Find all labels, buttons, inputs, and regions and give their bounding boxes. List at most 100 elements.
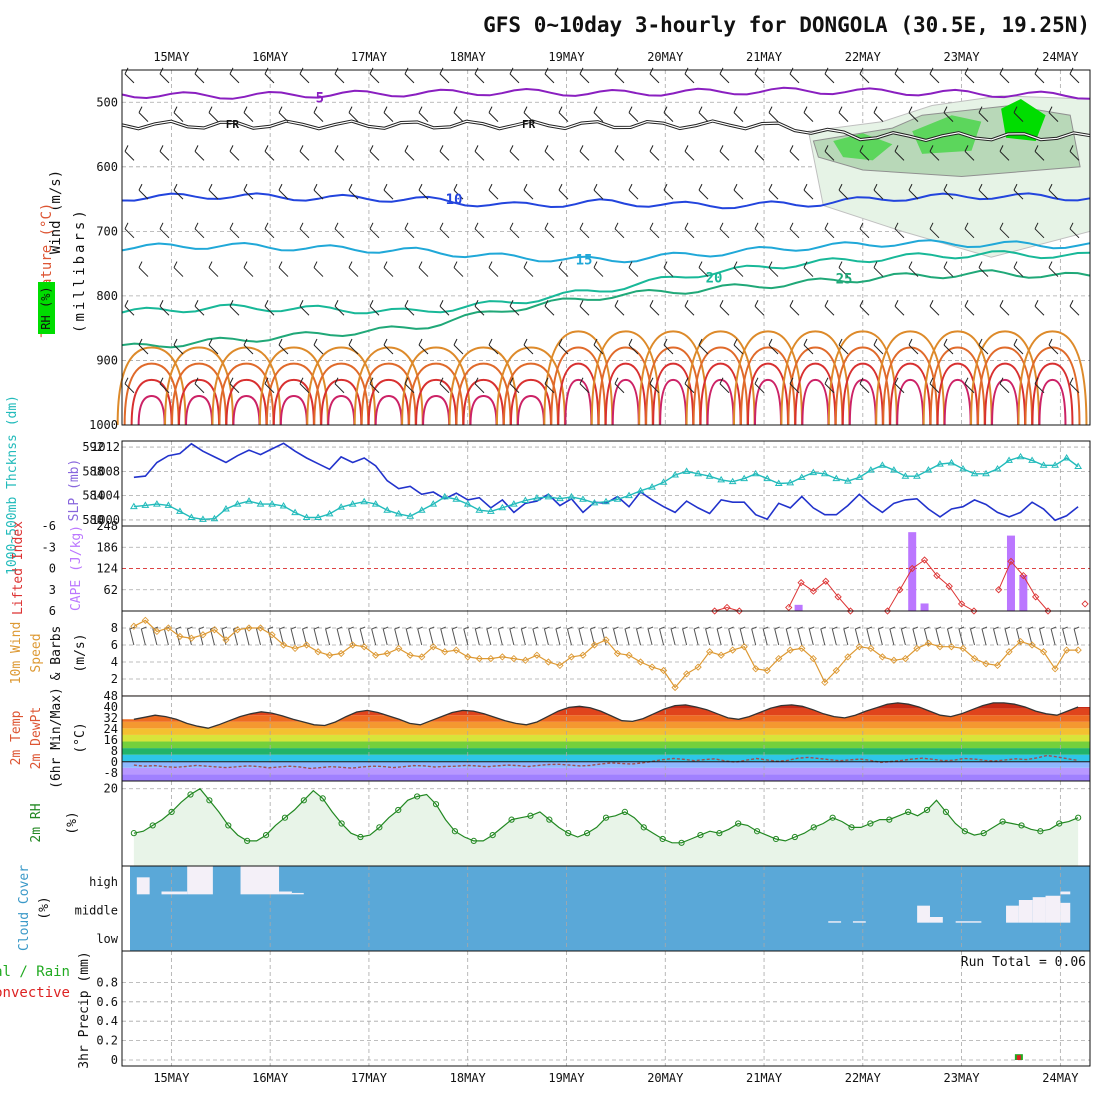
isotherm-20 [121, 250, 1091, 315]
thickness-marker-53 [740, 474, 749, 482]
sfc-wind-barb-62 [843, 626, 850, 646]
cloud-high-block-0 [136, 877, 150, 895]
sfc-wind-barb-2 [152, 626, 159, 646]
wind-marker-70 [936, 643, 944, 651]
upper-wind-barb-8-0 [124, 377, 135, 394]
rh-marker-76 [848, 824, 855, 831]
upper-wind-barb-3-1 [173, 183, 184, 200]
sfc-wind-barb-32 [497, 626, 504, 646]
upper-wind-barb-1-5 [313, 106, 324, 122]
upper-wind-barb-0-15 [649, 67, 660, 84]
sfc-wind-barb-12 [267, 626, 274, 646]
rh-marker-12 [244, 837, 251, 844]
li-marker-15 [957, 600, 966, 608]
thickness-marker-3 [164, 501, 173, 508]
li-marker-14 [945, 582, 953, 590]
cape-ytick-2: 186 [96, 540, 118, 554]
thermal-contour-20.56-2 [699, 362, 742, 426]
thickness-marker-56 [774, 479, 783, 486]
thermal-contour-16.72-2 [320, 378, 363, 426]
upper-wind-barb-4-6 [334, 222, 345, 239]
freezing-label-0: FR [226, 118, 240, 131]
wind-ytick-0: 2 [111, 672, 118, 686]
thermal-contour-15.76-2 [225, 378, 268, 426]
upper-wind-barb-8-12 [544, 377, 555, 394]
rh-marker-84 [923, 806, 931, 814]
top-date-label-1: 16MAY [252, 50, 289, 64]
thickness-marker-45 [648, 483, 656, 490]
thermal-contour-16.24-3 [279, 394, 308, 426]
bottom-date-label-8: 23MAY [944, 1071, 981, 1085]
thermal-contour-20.08-3 [659, 378, 688, 426]
rh-marker-30 [414, 793, 421, 800]
rh-marker-6 [187, 791, 194, 798]
wind-marker-12 [268, 631, 276, 639]
upper-wind-barb-8-5 [299, 377, 310, 394]
sfc-wind-barb-28 [451, 626, 458, 646]
thermal-contour-22.48-2 [889, 362, 932, 426]
upper-wind-barb-3-4 [278, 183, 289, 200]
wind-ytick-3: 8 [111, 621, 118, 635]
rh-marker-34 [451, 828, 459, 835]
upper-wind-barb-2-13 [579, 145, 590, 161]
sfc-wind-barb-72 [958, 626, 965, 646]
data-series [116, 67, 1091, 1060]
upper-wind-barb-6-16 [684, 300, 695, 316]
rh-area [133, 788, 1079, 866]
sfc-wind-barb-47 [670, 626, 677, 646]
thermal-contour-18.64-2 [509, 378, 552, 426]
upper-wind-barb-5-17 [733, 261, 744, 277]
slp-ytick-3: 1012 [91, 440, 120, 454]
wind-marker-61 [832, 666, 840, 675]
thickness-marker-15 [302, 513, 311, 520]
wind-marker-7 [210, 626, 219, 634]
wind-marker-74 [982, 660, 990, 668]
wind-ytick-2: 6 [111, 638, 118, 652]
wind-marker-51 [717, 651, 725, 659]
precip-ytick-0: 0 [111, 1053, 118, 1067]
thermal-contour-15.28-3 [185, 394, 214, 426]
top-date-label-6: 21MAY [746, 50, 783, 64]
rh-ylabel: 2m RH [29, 803, 44, 842]
thermal-contour-14.80-2 [130, 378, 173, 426]
wind-ylabel-units: (m/s) [73, 633, 88, 672]
thermal-contour-22.48-3 [896, 378, 925, 426]
thickness-marker-30 [475, 506, 484, 513]
wind-ylabel-b: Speed [29, 633, 44, 672]
sfc-wind-barb-14 [290, 626, 297, 646]
upper-wind-barb-3-8 [418, 183, 429, 200]
upper-wind-barb-5-5 [313, 261, 324, 277]
temp-ylabel-a: 2m Temp [9, 710, 24, 765]
thickness-ylabel: 1000~500mb Thcknss (dm) [5, 395, 20, 575]
upper-wind-barb-8-10 [474, 377, 485, 394]
upper-wind-barb-1-22 [908, 106, 919, 122]
thermal-contour-21.52-1 [787, 346, 844, 426]
rh-marker-26 [376, 824, 383, 831]
upper-wind-barb-1-17 [733, 106, 744, 122]
panel-frames [121, 69, 1091, 1067]
thermal-contour-14.80-1 [123, 362, 180, 426]
upper-wind-barb-7-21 [873, 338, 884, 355]
thickness-marker-7 [210, 514, 219, 522]
upper-wind-barb-8-25 [999, 377, 1010, 394]
sfc-wind-barb-31 [486, 626, 493, 646]
cloud-ylabel: Cloud Cover [17, 865, 32, 951]
thickness-marker-61 [832, 474, 841, 482]
thickness-marker-5 [187, 513, 196, 520]
temp-ytick-6: 40 [104, 700, 118, 714]
rh-marker-32 [432, 801, 440, 808]
slp-ylabel: SLP (mb) [67, 459, 82, 522]
wind-marker-5 [187, 634, 196, 642]
upper-wind-barb-0-6 [334, 67, 345, 84]
temp-band-9 [122, 715, 1090, 722]
thermal-contour-15.76-1 [218, 362, 275, 426]
rh-marker-62 [716, 830, 723, 837]
upper-wind-barb-2-27 [1069, 145, 1080, 161]
sfc-wind-barb-25 [417, 626, 423, 646]
top-date-label-2: 17MAY [351, 50, 388, 64]
upper-wind-barb-8-9 [439, 377, 450, 394]
li-marker-10 [896, 586, 904, 594]
thermal-contour-19.12-1 [550, 346, 607, 426]
cape-bar-0 [794, 604, 803, 611]
sfc-wind-barb-22 [382, 626, 389, 646]
